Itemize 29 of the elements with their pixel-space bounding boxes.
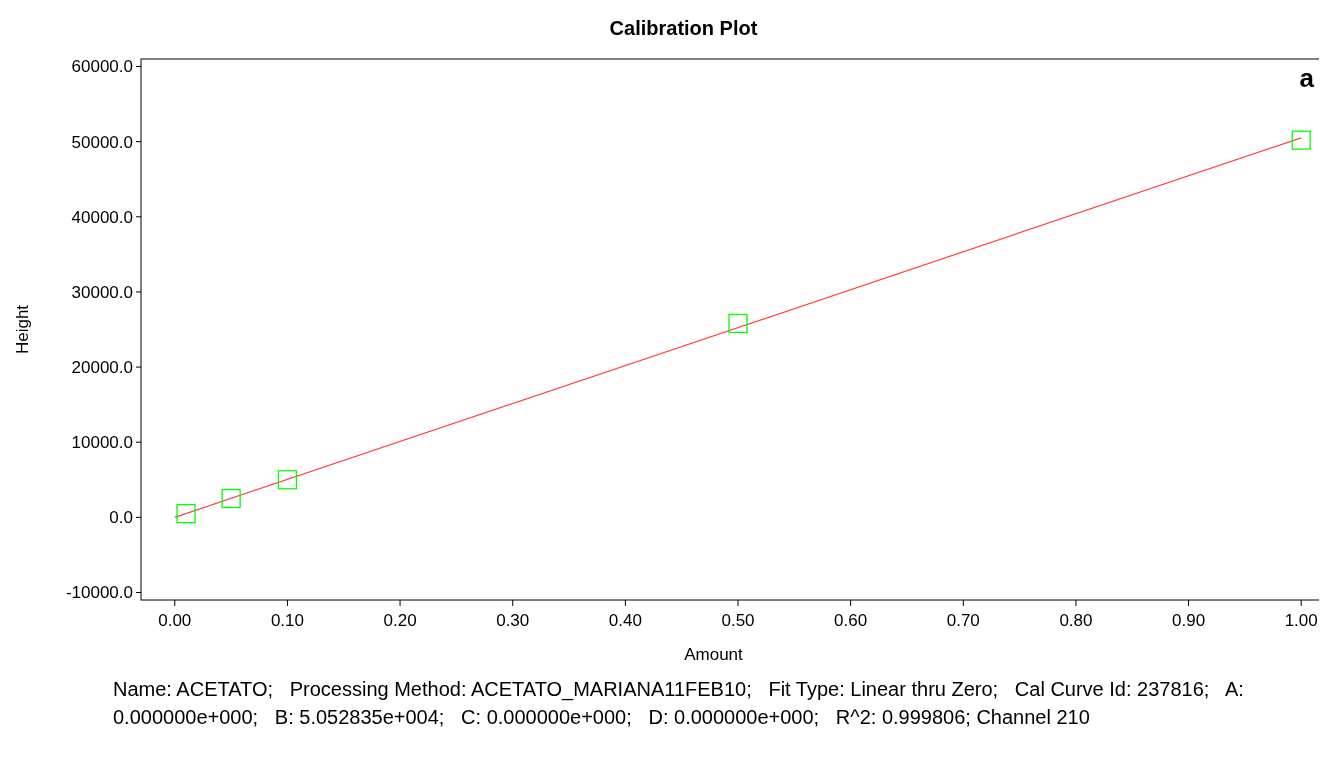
y-tick-label: 50000.0 (71, 132, 133, 152)
y-axis-title: Height (13, 304, 32, 355)
x-tick-label: 0.10 (270, 611, 304, 630)
x-tick-label: 0.60 (834, 611, 868, 630)
x-tick-label: 0.30 (496, 611, 530, 630)
x-tick-label: 0.00 (158, 611, 192, 630)
annotation: a (1299, 63, 1315, 93)
x-tick-label: 0.40 (608, 611, 642, 630)
point (221, 488, 241, 509)
x-tick-label: 1.00 (1284, 611, 1318, 630)
y-tick-label: 0.0 (109, 508, 133, 528)
y-tick-label: 20000.0 (71, 358, 133, 378)
chart-title: Calibration Plot (609, 17, 758, 39)
x-axis-title: Amount (684, 645, 744, 664)
y-tick-label: 40000.0 (71, 207, 133, 227)
y-tick-label: -10000.0 (65, 583, 133, 603)
y-tick-label: 60000.0 (71, 57, 133, 77)
text: Name: ACETATO; Processing Method: ACETATO_MARIANA11FEB10; Fit Type: Linear thru Zero; Cal Curve Id: 237816; A: 0.000000e+000; B: 5.052835e+004; C: 0.000000e+000; D: 0.000000e+000; R^2: 0.999806; Channel 210 (113, 678, 1244, 728)
y-tick-label: 10000.0 (71, 433, 133, 453)
x-tick-label: 0.70 (946, 611, 980, 630)
point (277, 470, 298, 490)
x-tick-label: 0.90 (1172, 611, 1206, 630)
x-tick-label: 0.80 (1059, 611, 1093, 630)
point (728, 313, 748, 334)
point (1291, 130, 1311, 150)
point (176, 503, 196, 524)
y-tick-label: 30000.0 (71, 282, 133, 302)
x-tick-label: 0.20 (383, 611, 417, 630)
x-tick-label: 0.50 (721, 611, 755, 630)
